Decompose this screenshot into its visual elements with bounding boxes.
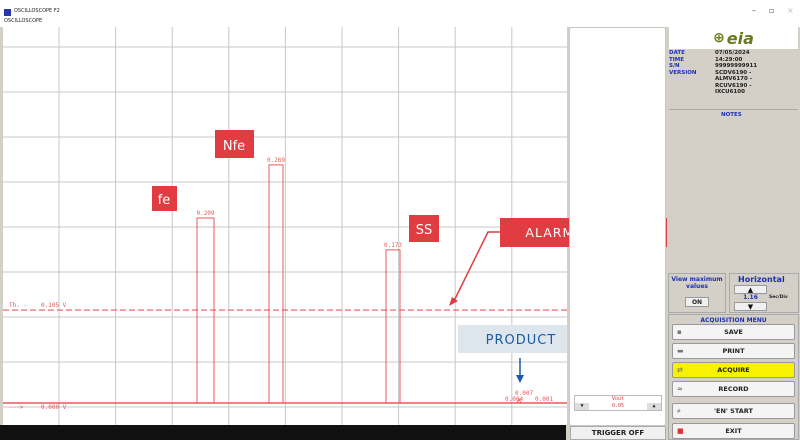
save-label: SAVE [724,328,743,336]
acquisition-title: ACQUISITION MENU [700,317,767,324]
baseline-label: ---> [9,404,24,411]
product-arrowhead [516,375,524,383]
ss-annotation: SS [416,223,433,238]
record-label: RECORD [718,385,749,393]
exit-label: EXIT [725,427,742,435]
info-value: 99999999911 [715,63,758,69]
peak-bar [196,217,215,403]
en-start-button[interactable]: ⌕ 'EN' START [672,403,795,419]
alarm-arrowhead [449,297,458,306]
horizontal-unit: Sec/Div [769,295,788,300]
info-key: DATE [669,50,685,56]
info-value: ALMV6170 - [715,76,752,82]
product-annotation-box [458,325,567,353]
refresh-icon: ⇄ [677,366,683,374]
oscilloscope-plot: Th. - 0.105 V 0.209 0.269 0.173 ---> 0.000… [3,27,567,425]
peak-value-label: 0.173 [384,242,402,249]
close-button[interactable]: × [787,6,794,15]
alarm-arrow [452,231,500,304]
signal-trace: 0.209 0.269 0.173 [3,157,567,404]
record-icon: ≈ [677,385,683,393]
app-icon [4,9,11,16]
vout-control: Vout ▼ 0.05 ▲ [574,395,662,411]
product-annotation: PRODUCT [486,333,557,348]
peak-value-label: 0.269 [267,157,285,164]
view-max-toggle[interactable]: ON [685,297,709,307]
info-value: 07/05/2024 [715,50,750,56]
horizontal-panel: Horizontal ▲ 1.16 Sec/Div ▼ [729,273,799,313]
device-info: DATE 07/05/2024 TIME 14:29:00 S/N 999999999… [669,50,798,96]
status-bar [0,425,566,440]
view-max-panel: View maximum values ON [668,273,726,313]
minimize-button[interactable]: – [752,6,756,15]
info-value: RCUV6190 - [715,82,752,89]
vout-value[interactable]: 0.05 [589,403,647,410]
horizontal-title: Horizontal [738,275,785,284]
notes-section: NOTES [669,109,798,157]
info-value: IXCU6100 [715,89,745,95]
printer-icon: ▬ [677,347,684,355]
info-key: VERSION [669,69,697,76]
fe-annotation-box [152,186,177,211]
info-value: 14:29:00 [715,56,743,63]
window-subtitle: OSCILLOSCOPE [4,18,43,24]
peak-bar [268,164,284,403]
acquire-button[interactable]: ⇄ ACQUIRE [672,362,795,378]
acquire-label: ACQUIRE [717,366,750,374]
record-button[interactable]: ≈ RECORD [672,381,795,397]
plot-svg: Th. - 0.105 V 0.209 0.269 0.173 ---> 0.000… [3,27,567,425]
view-max-label: View maximum values [671,276,723,290]
info-key: S/N [669,63,680,69]
title-bar: OSCILLOSCOPE F2 OSCILLOSCOPE – ▫ × [0,0,800,27]
fe-annotation: fe [158,193,171,208]
vout-up-button[interactable]: ▲ [652,403,656,409]
peak-value-label: 0.209 [196,210,214,217]
horizontal-value: 1.16 [743,294,758,301]
vout-label: Vout [611,396,625,402]
print-button[interactable]: ▬ PRINT [672,343,795,359]
threshold-value: 0.105 V [41,302,67,309]
small-peak-label: 0.004 [505,396,523,403]
small-peak-label: 0.001 [535,396,553,403]
grid [3,27,567,425]
small-peak [516,397,522,404]
info-value: SCDV6190 - [715,69,752,76]
nfe-annotation-box [215,130,254,158]
threshold-label: Th. - [9,302,27,309]
trigger-button[interactable]: TRIGGER OFF [570,426,666,440]
search-icon: ⌕ [677,407,681,415]
restore-button[interactable]: ▫ [769,6,775,15]
ceia-logo: ⊕ eia [669,27,798,49]
exit-button[interactable]: ■ EXIT [672,423,795,439]
horizontal-down-button[interactable]: ▼ [734,302,767,311]
vout-down-button[interactable]: ▼ [580,403,584,409]
save-button[interactable]: ▪ SAVE [672,324,795,340]
window-title: OSCILLOSCOPE F2 [14,8,60,14]
info-key: TIME [669,56,685,63]
ss-annotation-box [409,215,439,242]
horizontal-up-button[interactable]: ▲ [734,285,767,294]
en-start-label: 'EN' START [714,407,753,415]
floppy-icon: ▪ [677,328,682,336]
print-label: PRINT [722,347,745,355]
side-scope-panel [569,27,666,426]
small-peak-label: 0.007 [515,390,533,397]
nfe-annotation: Nfe [223,139,245,154]
peak-bar [385,249,401,403]
baseline-value: 0.000 V [41,404,67,411]
exit-icon: ■ [677,427,684,435]
